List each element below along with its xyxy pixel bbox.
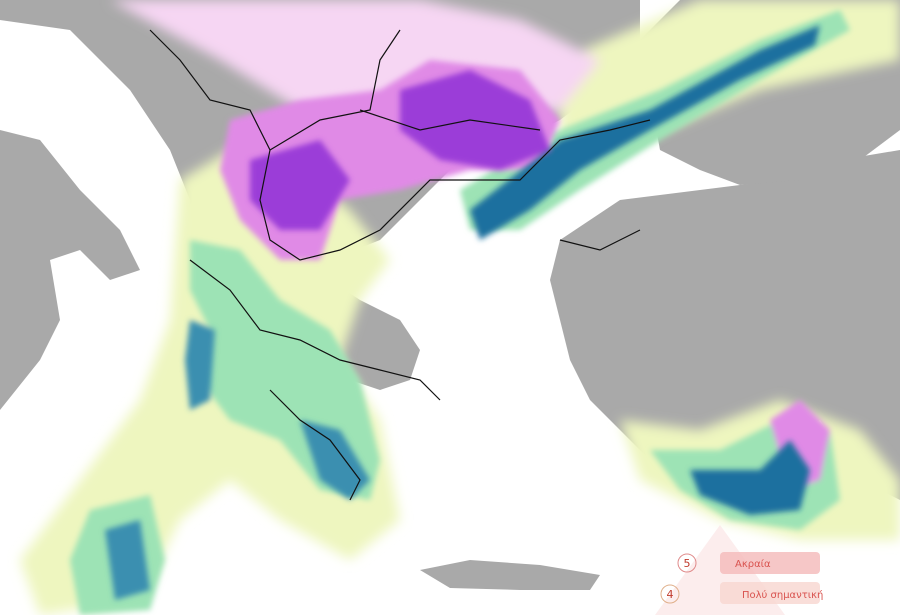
legend-level-badge bbox=[677, 553, 697, 573]
legend-label: Ακραία bbox=[735, 558, 771, 570]
legend-level-badge bbox=[660, 584, 680, 604]
legend-level: 4 bbox=[667, 588, 674, 601]
borders bbox=[149, 29, 651, 501]
legend: 5 4 Ακραία Πολύ σημαντική bbox=[655, 525, 823, 615]
precip-heavy bbox=[105, 25, 820, 600]
legend-row bbox=[720, 552, 820, 574]
legend-label: Πολύ σημαντική bbox=[742, 589, 823, 601]
legend-row bbox=[720, 582, 820, 604]
legend-level: 5 bbox=[684, 557, 691, 570]
